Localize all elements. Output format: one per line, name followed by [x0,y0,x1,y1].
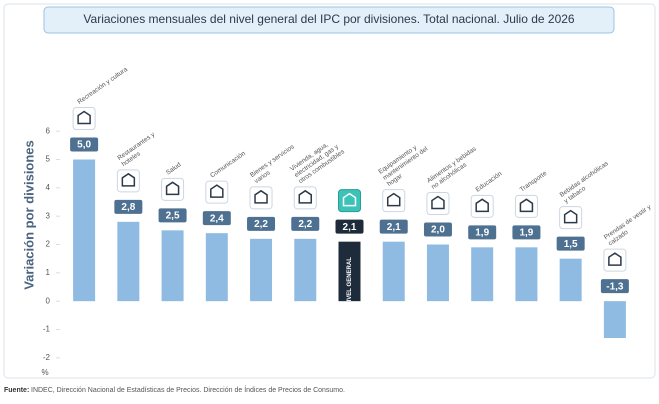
source-label: Fuente: [4,387,29,394]
category-label: NIVEL GENERAL [347,257,353,306]
value-label-box [291,216,320,231]
bar [382,241,405,302]
value-label: 5,0 [77,140,91,151]
y-tick-label: 2 [46,240,51,249]
y-tick-label: -1 [43,325,51,334]
bar [338,241,361,302]
bar [559,258,582,302]
value-label-box [158,208,187,223]
value-label: 2,2 [254,219,268,230]
icon-glyph [431,195,445,210]
value-label-box [202,211,231,226]
bar [73,159,96,302]
value-label: 2,8 [121,202,135,213]
value-label-box [600,279,629,294]
icon-glyph [563,209,578,224]
title-box [43,6,615,34]
value-label-box [114,199,143,214]
icon-glyph [77,110,91,125]
value-label: -1,3 [606,281,624,292]
value-label-box [468,225,497,240]
y-axis-label: Variación por divisiones [21,140,36,290]
icon-glyph [342,192,357,207]
icon-glyph [254,189,268,204]
bar [471,247,494,302]
bar [250,238,273,302]
icon-glyph [165,181,180,196]
value-label: 2,5 [166,210,180,221]
bar [603,301,626,338]
value-label: 1,9 [475,227,489,238]
chart-title: Variaciones mensuales del nivel general … [83,12,575,26]
value-label-box [379,219,408,234]
icon-glyph [210,184,224,198]
y-tick-label: 0 [46,296,51,305]
bar [161,230,184,302]
value-label-box [423,222,452,237]
value-label: 2,4 [210,213,224,224]
chart-frame [3,3,656,379]
y-tick-label: 1 [46,268,51,277]
value-label: 2,1 [387,222,401,233]
value-label: 2,1 [343,222,357,233]
bar [117,221,140,302]
y-unit: % [41,368,48,377]
icon-glyph [519,198,534,213]
icon-glyph [475,198,489,213]
icon-glyph [298,189,313,204]
bar [426,244,449,302]
icon-glyph [608,252,622,266]
value-label: 1,5 [564,239,578,250]
y-tick-label: 3 [46,211,51,220]
icon-glyph [386,192,401,207]
y-tick-label: 4 [46,183,51,192]
source-text: INDEC, Dirección Nacional de Estadística… [31,385,345,394]
value-label: 1,9 [519,227,533,238]
y-tick-label: 5 [46,155,51,164]
bar [515,247,538,302]
value-label: 2,0 [431,225,445,236]
bar [205,233,228,302]
y-tick-label: -2 [43,353,51,362]
value-label-box [247,216,276,231]
value-label-box [335,219,364,234]
icon-glyph [121,172,136,187]
value-label-box [70,137,99,152]
value-label-box [512,225,541,240]
value-label: 2,2 [298,219,312,230]
y-tick-label: 6 [46,126,51,135]
bar [294,238,317,302]
value-label-box [556,236,585,251]
